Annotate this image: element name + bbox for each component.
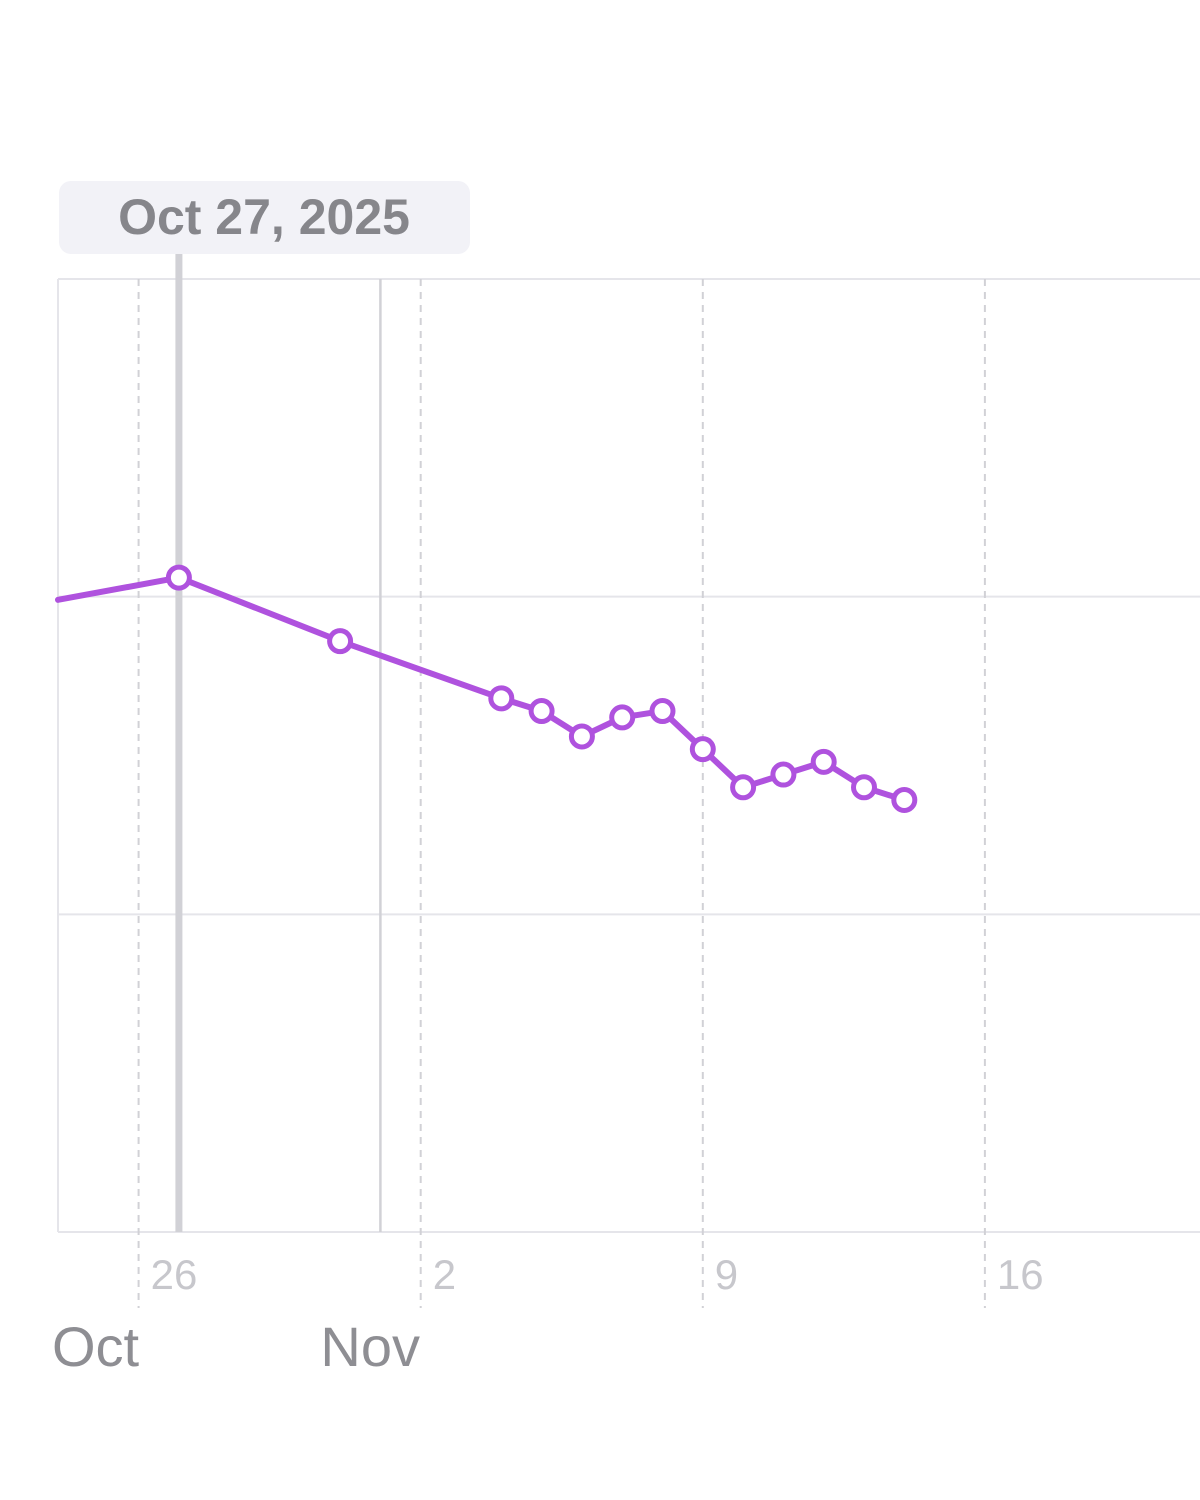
x-tick-label: 26: [151, 1251, 198, 1298]
x-month-label: Nov: [320, 1315, 420, 1378]
grid: [57, 278, 1200, 1308]
x-axis: 26 2 9 16 Oct Nov: [52, 1251, 1044, 1378]
data-point: [770, 761, 797, 788]
data-point: [810, 748, 837, 775]
data-point: [689, 736, 716, 763]
data-point: [891, 786, 918, 813]
data-point: [165, 564, 192, 591]
data-point: [649, 698, 676, 725]
data-point: [609, 704, 636, 731]
selection-tooltip: Oct 27, 2025: [59, 181, 470, 254]
tooltip-box: [59, 181, 470, 254]
x-tick-label: 16: [997, 1251, 1044, 1298]
series: [55, 564, 918, 813]
data-point: [327, 628, 354, 655]
x-month-label: Oct: [52, 1315, 140, 1378]
data-point: [528, 698, 555, 725]
tooltip-date: Oct 27, 2025: [118, 189, 410, 245]
data-point: [851, 774, 877, 801]
data-point: [488, 685, 515, 712]
x-tick-label: 9: [715, 1251, 738, 1298]
data-point: [730, 774, 757, 801]
x-tick-label: 2: [433, 1251, 456, 1298]
data-point: [568, 723, 595, 750]
